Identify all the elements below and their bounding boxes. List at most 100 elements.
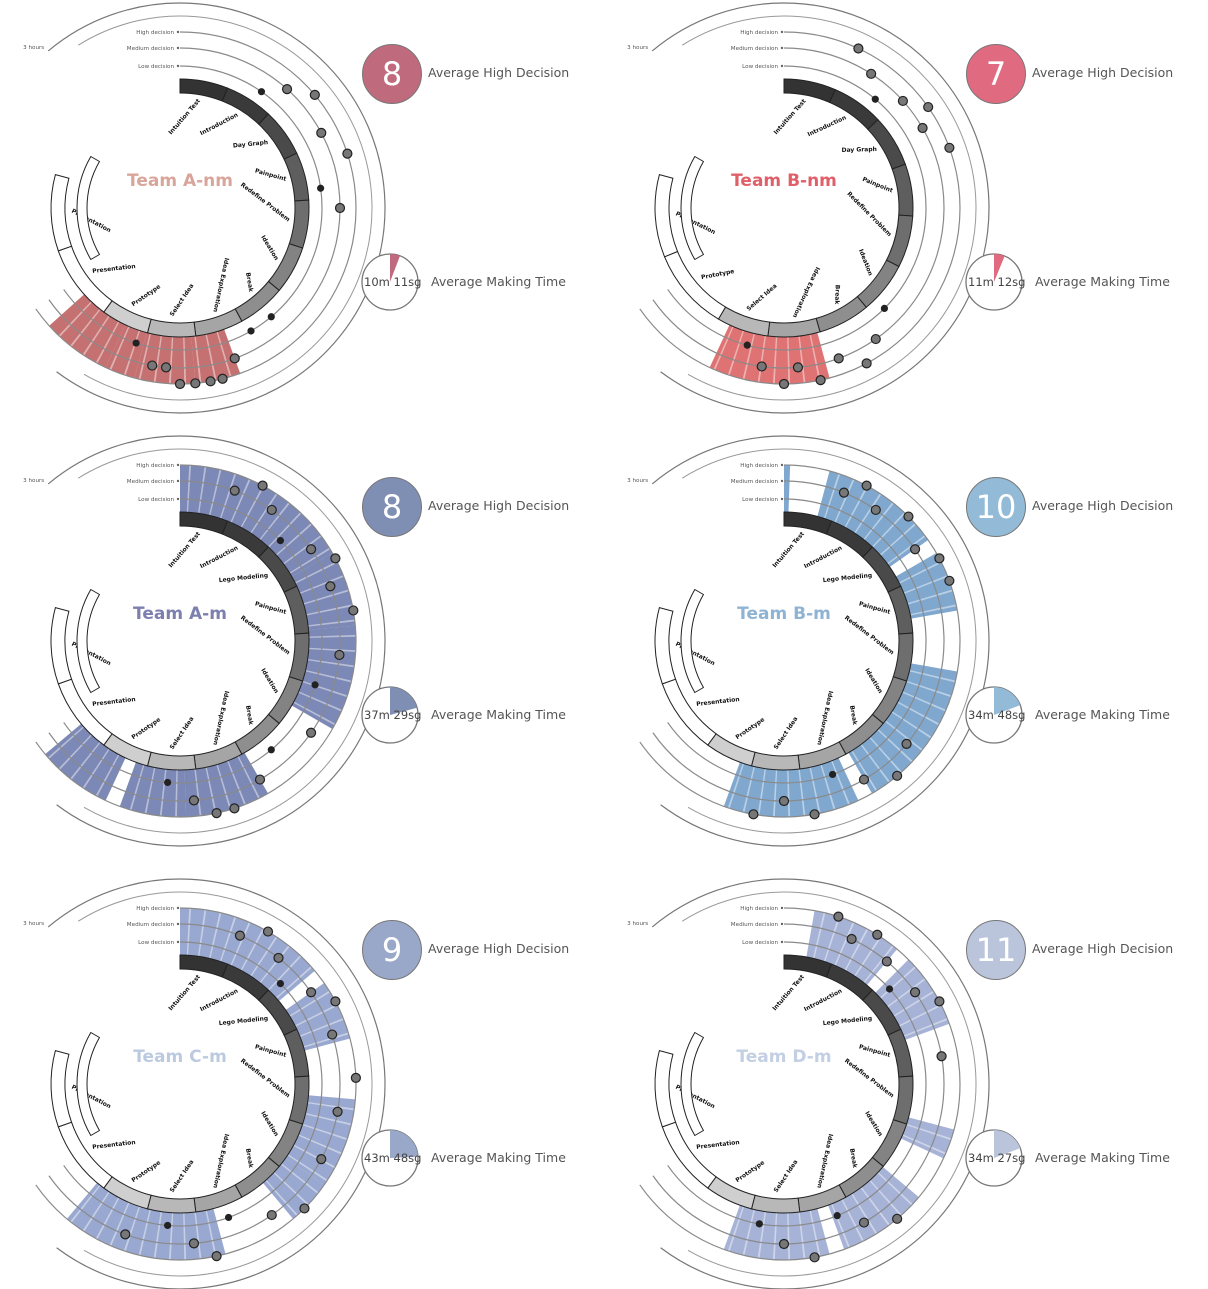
team-panel: Low decision Medium decision High decision… <box>0 876 604 1289</box>
making-time-value: 37m 29sg <box>364 708 421 722</box>
decision-dot <box>267 313 275 321</box>
presentation-inner-band <box>76 155 101 261</box>
phase-label: Lego Modeling <box>822 572 872 584</box>
making-time-seconds: 11sg <box>389 275 422 289</box>
decision-dot <box>885 985 894 993</box>
decision-dot <box>311 681 319 689</box>
decision-band <box>49 294 126 368</box>
decision-band-stripe <box>308 634 356 638</box>
decision-band-stripe <box>841 1198 864 1242</box>
decision-dot <box>342 148 353 159</box>
making-time-seconds: 27sg <box>993 1151 1026 1165</box>
decision-band-stripe <box>871 512 906 548</box>
decision-dot <box>858 1217 870 1228</box>
decision-band <box>184 752 268 817</box>
decision-band-stripe <box>887 535 926 565</box>
phase-segment <box>707 733 756 767</box>
phase-label: Presentation <box>696 1139 740 1151</box>
decision-band-stripe <box>58 734 93 770</box>
level-tick <box>780 497 784 501</box>
presentation-inner-band <box>680 588 705 694</box>
decision-band-stripe <box>287 1154 328 1182</box>
decision-band-stripe <box>153 335 163 383</box>
decision-dot <box>778 1238 790 1250</box>
high-decision-label: High decision <box>740 906 778 912</box>
decision-dot <box>853 43 864 54</box>
decision-band-stripe <box>250 936 278 977</box>
decision-dot <box>833 911 844 922</box>
decision-dot <box>164 778 172 787</box>
decision-dot <box>880 304 889 313</box>
phase-label: Presentation <box>92 263 136 275</box>
level-tick <box>176 906 180 910</box>
decision-dot <box>778 795 790 807</box>
high-decision-badge: 8 <box>362 44 422 104</box>
three-hour-arc <box>47 435 386 847</box>
decision-dot <box>917 122 928 134</box>
high-decision-arc <box>639 31 961 385</box>
decision-band-stripe <box>186 465 192 513</box>
hour-guide-arc <box>681 448 977 834</box>
phase-label: Presentation <box>674 641 716 668</box>
phase-label: Lego Modeling <box>822 1015 872 1027</box>
presentation-inner-band <box>76 588 101 694</box>
decision-band-stripe <box>860 1187 890 1226</box>
decision-dot <box>229 803 240 814</box>
decision-band <box>828 1166 919 1250</box>
decision-dot <box>778 378 790 390</box>
decision-band-stripe <box>307 658 355 668</box>
phase-label: Select Idea <box>773 1159 800 1194</box>
decision-band-stripe <box>299 1018 344 1037</box>
decision-dot <box>316 1154 327 1165</box>
medium-decision-label: Medium decision <box>731 922 779 928</box>
decision-band-stripe <box>907 589 953 605</box>
phase-label: Prototype <box>130 283 162 308</box>
decision-dot <box>309 89 320 100</box>
low-decision-label: Low decision <box>742 497 778 503</box>
decision-band-stripe <box>209 912 222 959</box>
decision-dot <box>901 738 912 749</box>
low-decision-label: Low decision <box>742 940 778 946</box>
avg-high-decision-label: Average High Decision <box>428 65 570 80</box>
decision-band-stripe <box>205 767 217 814</box>
decision-band-stripe <box>294 1004 338 1027</box>
team-panel: Low decision Medium decision High decision… <box>604 0 1208 414</box>
decision-band-stripe <box>727 763 745 809</box>
decision-band-stripe <box>289 990 331 1017</box>
decision-band-stripe <box>109 326 130 371</box>
decision-dot <box>217 373 228 384</box>
decision-band-stripe <box>95 1197 120 1240</box>
three-hour-arc <box>651 2 990 414</box>
high-decision-arc <box>35 464 357 818</box>
decision-band-stripe <box>275 523 313 556</box>
level-tick <box>176 46 180 50</box>
phase-label: Idea Exploration <box>211 690 230 746</box>
medium-decision-label: Medium decision <box>731 479 779 485</box>
decision-dot <box>755 1220 763 1228</box>
phase-label: Redefine Problem <box>843 614 895 656</box>
decision-band-stripe <box>294 561 338 584</box>
pie-wedge <box>994 687 1021 715</box>
phase-segment <box>885 214 914 268</box>
phase-label: Lego Modeling <box>218 1015 268 1027</box>
decision-band-stripe <box>267 955 302 991</box>
decision-dot <box>833 1212 841 1220</box>
phase-label: Ideation <box>259 234 279 262</box>
decision-band-stripe <box>909 670 956 683</box>
phase-label: Select Idea <box>169 716 196 751</box>
decision-dot <box>224 1213 233 1222</box>
phase-label: Idea Exploration <box>815 1133 834 1189</box>
decision-band-stripe <box>303 1032 349 1048</box>
phase-label: Introduction <box>199 545 239 571</box>
level-tick <box>176 940 180 944</box>
decision-band-stripe <box>240 485 265 528</box>
decision-dot <box>276 979 285 988</box>
decision-band-stripe <box>898 1004 942 1027</box>
high-decision-label: High decision <box>136 906 174 912</box>
decision-dot <box>828 770 837 779</box>
pie-wedge <box>994 1130 1021 1158</box>
making-time-seconds: 29sg <box>389 708 422 722</box>
high-decision-badge: 10 <box>966 477 1026 537</box>
phase-label: Painpoint <box>254 1044 287 1059</box>
decision-dot <box>334 202 346 214</box>
